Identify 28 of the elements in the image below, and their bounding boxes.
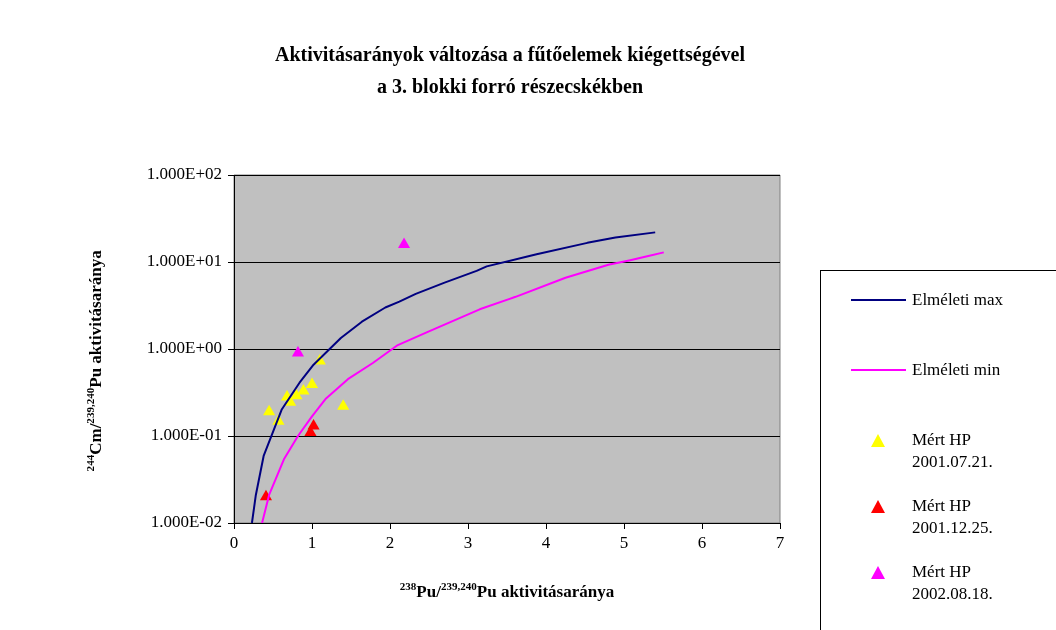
- point: [305, 377, 319, 389]
- x-tick-label: 4: [541, 532, 551, 552]
- point: [297, 383, 310, 395]
- x-tick-label: 7: [775, 532, 785, 552]
- y-tick-label: 1.000E+02: [146, 164, 222, 184]
- x-tick-label: 1: [307, 532, 317, 552]
- chart-title: Aktivitásarányok változása a fűtőelemek kiégettségével a 3. blokki forró részecskékben: [274, 42, 746, 99]
- point: [263, 404, 276, 416]
- x-axis-title: $^{238}$Pu/$^{239,240}$Pu aktivitásaránya: [398, 580, 616, 602]
- legend-label: Mért HP 2001.07.21.: [912, 429, 994, 473]
- x-tick-label: 5: [619, 532, 629, 552]
- point: [337, 399, 350, 410]
- point: [397, 237, 411, 248]
- point: [307, 419, 320, 430]
- x-tick-label: 0: [229, 532, 239, 552]
- y-tick-label: 1.000E+00: [146, 338, 222, 358]
- legend-label: Mért HP 2002.08.18.: [912, 561, 994, 605]
- legend-label: Elméleti max: [912, 289, 1005, 311]
- legend-label: Elméleti min: [912, 359, 1002, 381]
- x-tick-label: 2: [385, 532, 395, 552]
- x-tick-label: 6: [697, 532, 707, 552]
- x-tick-label: 3: [463, 532, 473, 552]
- point: [291, 345, 305, 357]
- y-tick-label: 1.000E+01: [146, 251, 222, 271]
- y-tick-label: 1.000E-01: [150, 425, 222, 445]
- y-tick-label: 1.000E-02: [150, 512, 222, 532]
- point: [290, 388, 303, 400]
- legend-label: Mért HP 2001.12.25.: [912, 495, 994, 539]
